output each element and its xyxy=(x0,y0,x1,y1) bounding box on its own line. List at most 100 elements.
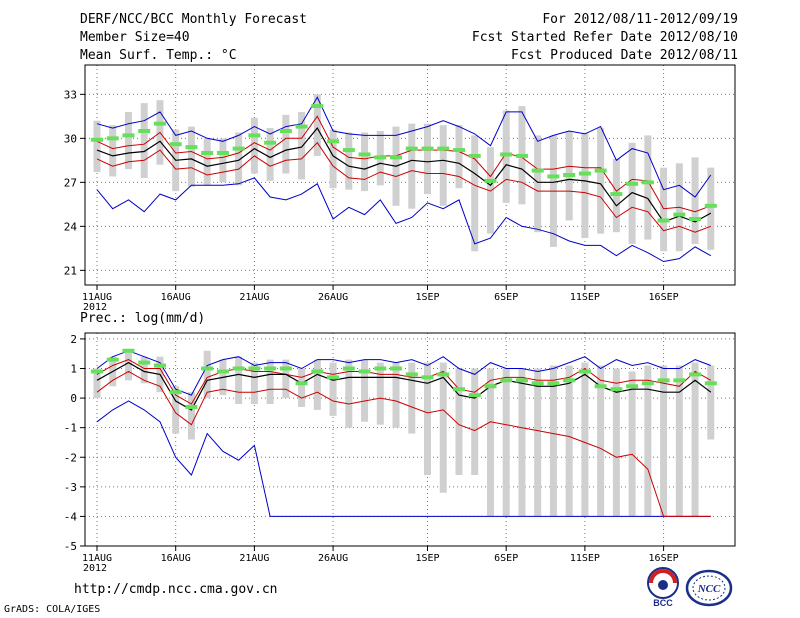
forecast-marker xyxy=(610,192,623,197)
spread-box xyxy=(109,125,117,177)
forecast-marker xyxy=(358,152,371,157)
forecast-marker xyxy=(594,168,607,173)
x-tick-label: 1SEP xyxy=(415,292,439,303)
forecast-marker xyxy=(689,372,702,377)
spread-box xyxy=(140,356,148,384)
x-year-label: 2012 xyxy=(83,302,107,313)
forecast-marker xyxy=(106,357,119,362)
spread-box xyxy=(691,157,699,244)
spread-box xyxy=(408,123,416,209)
forecast-marker xyxy=(657,378,670,383)
y-tick-label: -1 xyxy=(64,422,77,435)
spread-box xyxy=(612,368,620,517)
member-size: Member Size=40 xyxy=(80,30,190,45)
spread-box xyxy=(675,365,683,517)
min-line xyxy=(96,400,711,517)
forecast-marker xyxy=(452,387,465,392)
y-tick-label: -4 xyxy=(64,510,78,523)
forecast-marker xyxy=(673,378,686,383)
forecast-marker xyxy=(547,381,560,386)
forecast-marker xyxy=(421,146,434,151)
x-tick-label: 6SEP xyxy=(494,292,518,303)
forecast-marker xyxy=(641,381,654,386)
x-tick-label: 11AUG xyxy=(82,292,112,303)
forecast-marker xyxy=(264,140,277,145)
spread-box xyxy=(486,368,494,517)
ncc-logo: NCC xyxy=(685,569,733,607)
forecast-marker xyxy=(610,387,623,392)
grads-credit: GrADS: COLA/IGES xyxy=(4,604,101,615)
spread-box xyxy=(707,365,715,440)
spread-box xyxy=(235,356,243,404)
forecast-marker xyxy=(169,142,182,147)
forecast-marker xyxy=(201,151,214,155)
plus-sd-line xyxy=(96,115,711,213)
minus-sd-line xyxy=(96,370,711,517)
forecast-marker xyxy=(279,129,292,133)
spread-box xyxy=(707,167,715,250)
spread-box xyxy=(581,132,589,239)
x-tick-label: 26AUG xyxy=(318,292,348,303)
forecast-marker xyxy=(515,378,528,383)
plot-frame xyxy=(84,64,736,286)
spread-box xyxy=(298,111,306,180)
spread-box xyxy=(266,128,274,181)
forecast-marker xyxy=(626,384,639,389)
forecast-marker xyxy=(563,378,576,383)
spread-box xyxy=(597,128,605,234)
x-tick-label: 1SEP xyxy=(415,553,439,564)
spread-box xyxy=(361,132,369,192)
forecast-marker xyxy=(578,171,591,176)
spread-box xyxy=(282,114,290,174)
forecast-marker xyxy=(563,173,576,177)
forecast-marker xyxy=(279,366,292,371)
spread-box xyxy=(219,138,227,183)
spread-box xyxy=(502,110,510,203)
mean-line xyxy=(96,127,712,223)
spread-box xyxy=(549,365,557,517)
x-tick-label: 6SEP xyxy=(494,553,518,564)
forecast-marker xyxy=(689,217,702,221)
spread-box xyxy=(329,129,337,189)
spread-box xyxy=(471,368,479,475)
x-tick-label: 26AUG xyxy=(318,553,348,564)
spread-box xyxy=(660,167,668,252)
forecast-marker xyxy=(248,133,261,138)
spread-box xyxy=(124,111,132,170)
max-line xyxy=(96,350,711,396)
panel-temp: 21 24 27 30 33 11AUG 16AUG 21AUG 26AUG 1SEP 6SEP 11… xyxy=(64,64,736,313)
x-tick-label: 16SEP xyxy=(649,553,679,564)
spread-box xyxy=(534,368,542,517)
spread-box xyxy=(534,135,542,233)
spread-box xyxy=(424,123,432,195)
forecast-marker xyxy=(138,360,151,365)
forecast-marker xyxy=(641,180,654,185)
x-tick-label: 21AUG xyxy=(239,292,269,303)
spread-box xyxy=(93,120,101,173)
forecast-marker xyxy=(232,366,245,371)
forecast-marker xyxy=(327,139,340,144)
svg-text:BCC: BCC xyxy=(653,598,673,608)
plus-sd-line xyxy=(96,359,712,405)
y-tick-label: -5 xyxy=(64,540,77,553)
mean-line xyxy=(96,361,712,411)
spread-box xyxy=(282,359,290,399)
y-tick-label: 33 xyxy=(64,88,77,101)
y-tick-label: 2 xyxy=(70,333,77,346)
spread-box xyxy=(124,350,132,381)
prec-panel-title: Prec.: log(mm/d) xyxy=(80,311,205,326)
y-tick-label: 21 xyxy=(64,264,77,277)
chart-title: DERF/NCC/BCC Monthly Forecast xyxy=(80,12,307,27)
forecast-marker xyxy=(626,181,639,186)
forecast-marker xyxy=(91,369,103,374)
svg-text:NCC: NCC xyxy=(697,583,721,595)
minus-sd-line xyxy=(96,141,711,233)
forecast-marker xyxy=(169,390,182,395)
forecast-period: For 2012/08/11-2012/09/19 xyxy=(542,12,738,27)
spread-box xyxy=(203,350,211,399)
forecast-marker xyxy=(295,124,308,129)
forecast-marker xyxy=(437,146,450,151)
y-tick-label: -3 xyxy=(64,481,77,494)
spread-box xyxy=(345,132,353,190)
forecast-marker xyxy=(531,168,544,173)
